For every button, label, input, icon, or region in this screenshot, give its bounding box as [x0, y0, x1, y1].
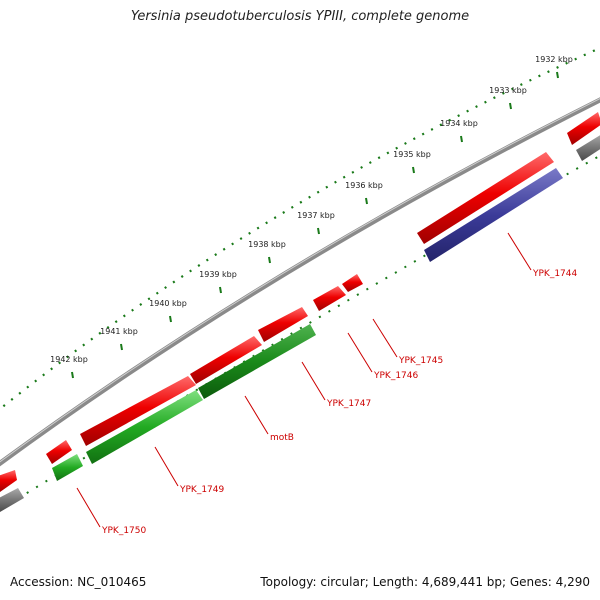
gene-arrow[interactable] [417, 152, 554, 244]
ruler-tick [71, 371, 74, 379]
ruler-tick [365, 197, 368, 205]
gene-arrow[interactable] [190, 336, 262, 384]
ruler-dots [0, 46, 600, 411]
ruler-label: 1937 kbp [297, 211, 335, 220]
gene-label[interactable]: YPK_1746 [373, 371, 419, 381]
ruler-label: 1933 kbp [489, 86, 527, 95]
gene-label[interactable]: motB [270, 433, 294, 443]
ruler-label: 1935 kbp [393, 150, 431, 159]
ruler-label: 1934 kbp [440, 119, 478, 128]
ruler-label: 1938 kbp [248, 240, 286, 249]
gene-arrow[interactable] [567, 112, 600, 145]
gene-label[interactable]: YPK_1749 [179, 485, 225, 495]
cds-features [0, 134, 600, 512]
ruler-tick [509, 102, 512, 110]
gene-arrow[interactable] [258, 307, 308, 342]
gene-leaders [76, 232, 532, 528]
map-title: Yersinia pseudotuberculosis YPIII, compl… [130, 9, 470, 24]
ruler-tick [169, 315, 172, 323]
ruler-tick [120, 343, 123, 351]
cds-bar[interactable] [0, 488, 24, 512]
cds-bar[interactable] [52, 454, 83, 481]
ruler-tick [268, 256, 271, 264]
gene-arrow[interactable] [342, 274, 363, 292]
gene-arrow[interactable] [80, 376, 196, 446]
cds-bar[interactable] [86, 390, 203, 464]
genome-backbone [0, 97, 600, 467]
gene-label[interactable]: YPK_1747 [326, 399, 371, 409]
ruler-label: 1932 kbp [535, 55, 573, 64]
ruler-tick [219, 286, 222, 294]
ruler-label: 1939 kbp [199, 270, 237, 279]
forward-genes [0, 112, 600, 492]
gene-label[interactable]: YPK_1750 [101, 526, 147, 536]
ruler-tick [556, 71, 559, 79]
cds-bar[interactable] [424, 168, 563, 262]
ruler-tick [412, 166, 415, 174]
genome-summary: Topology: circular; Length: 4,689,441 bp… [260, 575, 590, 589]
ruler-tick [460, 135, 463, 143]
gene-label[interactable]: YPK_1745 [398, 356, 443, 366]
gene-label[interactable]: YPK_1744 [532, 269, 578, 279]
ruler-tick [317, 227, 320, 235]
cds-bar[interactable] [198, 324, 316, 399]
gene-arrow[interactable] [46, 440, 72, 464]
ruler-label: 1940 kbp [149, 299, 187, 308]
accession-text: Accession: NC_010465 [10, 575, 147, 589]
gene-labels: YPK_1744 YPK_1745 YPK_1746 YPK_1747 motB… [101, 269, 578, 536]
ruler-label: 1942 kbp [50, 355, 88, 364]
gene-arrow[interactable] [313, 286, 346, 311]
ruler-label: 1941 kbp [100, 327, 138, 336]
ruler-label: 1936 kbp [345, 181, 383, 190]
gene-arrow[interactable] [0, 470, 17, 492]
cds-bar[interactable] [576, 134, 600, 161]
